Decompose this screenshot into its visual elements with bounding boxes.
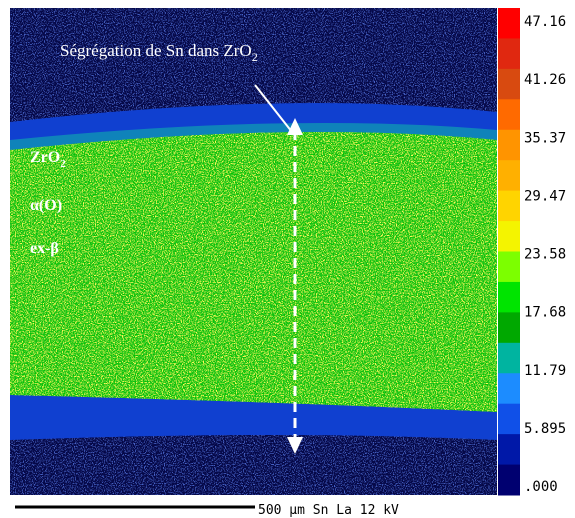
- annotation: Ségrégation de Sn dans ZrO2: [60, 41, 258, 64]
- colorbar-segment: [498, 464, 520, 496]
- colorbar-label: 23.58: [524, 247, 566, 263]
- colorbar-segment: [498, 221, 520, 252]
- colorbar-segment: [498, 8, 520, 39]
- colorbar-label: 11.79: [524, 363, 566, 379]
- layer-label: ex-β: [30, 240, 59, 257]
- colorbar-segment: [498, 251, 520, 283]
- colorbar-label: 47.16: [524, 14, 566, 30]
- colorbar-segment: [498, 38, 520, 70]
- colorbar-label: 5.895: [524, 421, 566, 437]
- layer-text: ZrO: [30, 149, 60, 166]
- colorbar-segment: [498, 68, 520, 100]
- colorbar-segment: [498, 312, 520, 344]
- colorbar-segment: [498, 342, 520, 374]
- colorbar-label: .000: [524, 479, 558, 495]
- colorbar-segment: [498, 99, 520, 131]
- pointer: [254, 84, 293, 133]
- map: [10, 8, 497, 495]
- layer-subscript: 2: [60, 158, 66, 170]
- colorbar-segment: [498, 160, 520, 192]
- annotation-subscript: 2: [252, 50, 258, 64]
- colorbar-segment: [498, 403, 520, 435]
- layer-label: ZrO2: [30, 149, 66, 170]
- colorbar-label: 17.68: [524, 305, 566, 321]
- colorbar-label: 35.37: [524, 130, 566, 146]
- colorbar-segment: [498, 434, 520, 466]
- colorbar-segment: [498, 129, 520, 161]
- colorbar-segment: [498, 281, 520, 313]
- colorbar-segment: [498, 373, 520, 405]
- footer: 500 µm Sn La 12 kV: [258, 503, 399, 518]
- colorbar-label: 29.47: [524, 188, 566, 204]
- layer-label: α(O): [30, 197, 62, 214]
- colorbar-label: 41.26: [524, 72, 566, 88]
- colorbar-segment: [498, 190, 520, 222]
- annotation-text: Ségrégation de Sn dans ZrO: [60, 41, 252, 60]
